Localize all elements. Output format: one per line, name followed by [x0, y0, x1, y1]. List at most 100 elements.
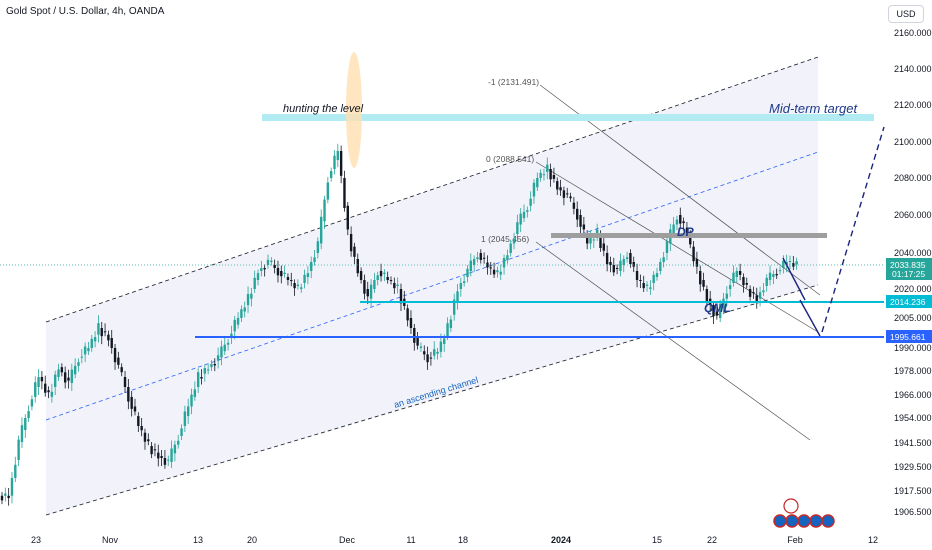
- candle-body: [20, 425, 24, 442]
- candle-body: [286, 277, 290, 280]
- candle-body: [34, 382, 37, 397]
- candle-body: [436, 351, 439, 354]
- candle-body: [117, 357, 120, 365]
- candle-body: [712, 305, 715, 317]
- time-tick-label: 11: [406, 535, 415, 545]
- candle-body: [742, 277, 745, 286]
- candle-body: [715, 311, 719, 316]
- candle-body: [93, 337, 97, 342]
- candle-body: [170, 448, 173, 462]
- candle-body: [133, 406, 137, 412]
- candle-body: [196, 372, 200, 387]
- candle-body: [562, 190, 566, 198]
- candle-body: [659, 262, 662, 271]
- candle-body: [765, 277, 768, 286]
- candle-body: [502, 258, 506, 268]
- candle-body: [635, 271, 639, 280]
- candle-body: [386, 277, 389, 280]
- candle-body: [718, 303, 722, 318]
- candle-body: [585, 234, 589, 244]
- candle-body: [662, 257, 665, 262]
- candle-body: [785, 262, 788, 265]
- time-tick-label: 13: [193, 535, 203, 545]
- candle-body: [582, 224, 586, 230]
- candle-body: [77, 362, 80, 366]
- candle-body: [782, 260, 785, 268]
- candle-body: [682, 221, 685, 224]
- projection-arrow: [782, 257, 806, 301]
- candle-body: [605, 253, 609, 265]
- time-axis: 23 Nov 13 20 Dec 11 18 2024 15 22 Feb 12: [31, 535, 878, 545]
- candle-body: [549, 169, 552, 180]
- fib-line: [535, 241, 811, 441]
- time-tick-label: Dec: [339, 535, 356, 545]
- candle-body: [333, 155, 336, 169]
- candle-body: [399, 289, 403, 304]
- candle-body: [103, 331, 107, 333]
- candle-body: [24, 418, 27, 430]
- level-tag-label: 2014.236: [890, 297, 926, 307]
- price-tick-label: 1966.000: [894, 390, 932, 400]
- candle-body: [748, 289, 752, 297]
- candle-body: [0, 495, 4, 501]
- candle-body: [472, 259, 476, 265]
- target-band: [262, 114, 874, 121]
- candle-body: [439, 341, 443, 352]
- candle-body: [200, 377, 203, 379]
- candle-body: [419, 346, 423, 348]
- candle-body: [356, 259, 359, 274]
- candle-body: [183, 411, 187, 426]
- candle-body: [180, 428, 183, 436]
- candle-body: [409, 318, 413, 328]
- candle-body: [655, 273, 659, 277]
- currency-button[interactable]: USD: [888, 5, 924, 23]
- candle-body: [645, 284, 649, 286]
- candle-body: [423, 351, 426, 355]
- candle-body: [592, 239, 596, 241]
- candles-layer[interactable]: [0, 143, 798, 506]
- candle-body: [376, 275, 379, 280]
- candle-body: [293, 283, 296, 289]
- candle-body: [163, 458, 167, 465]
- flag-icon: [785, 514, 799, 528]
- candle-body: [489, 267, 492, 269]
- candle-body: [346, 205, 349, 230]
- candle-body: [343, 178, 346, 208]
- candle-body: [177, 440, 180, 445]
- candle-body: [758, 292, 762, 299]
- candle-body: [246, 294, 250, 306]
- candle-body: [506, 255, 509, 261]
- candle-body: [732, 272, 735, 283]
- candle-body: [539, 172, 542, 178]
- candle-body: [609, 262, 612, 265]
- annotation-label: hunting the level: [283, 103, 364, 115]
- candle-body: [87, 348, 90, 352]
- candle-body: [316, 241, 320, 253]
- candle-body: [147, 439, 150, 442]
- channel-lower-edge: [45, 284, 819, 516]
- candle-body: [469, 260, 473, 271]
- annotation-label: Mid-term target: [769, 101, 859, 116]
- candle-body: [768, 272, 772, 280]
- candle-body: [369, 284, 373, 299]
- candle-body: [778, 270, 782, 272]
- candle-body: [486, 262, 489, 268]
- candle-body: [466, 268, 469, 277]
- candle-body: [296, 284, 300, 286]
- candle-body: [210, 363, 213, 368]
- candle-body: [27, 411, 30, 418]
- candle-body: [40, 377, 44, 382]
- candle-body: [167, 459, 170, 461]
- candle-body: [665, 241, 669, 253]
- candle-body: [629, 253, 632, 265]
- candle-body: [389, 280, 393, 281]
- candle-body: [383, 272, 386, 274]
- flag-icon: [809, 514, 823, 528]
- candle-body: [516, 222, 519, 234]
- candle-body: [622, 259, 625, 265]
- candle-body: [90, 338, 93, 348]
- candle-body: [532, 182, 536, 197]
- candle-body: [413, 328, 416, 343]
- candle-body: [60, 367, 64, 373]
